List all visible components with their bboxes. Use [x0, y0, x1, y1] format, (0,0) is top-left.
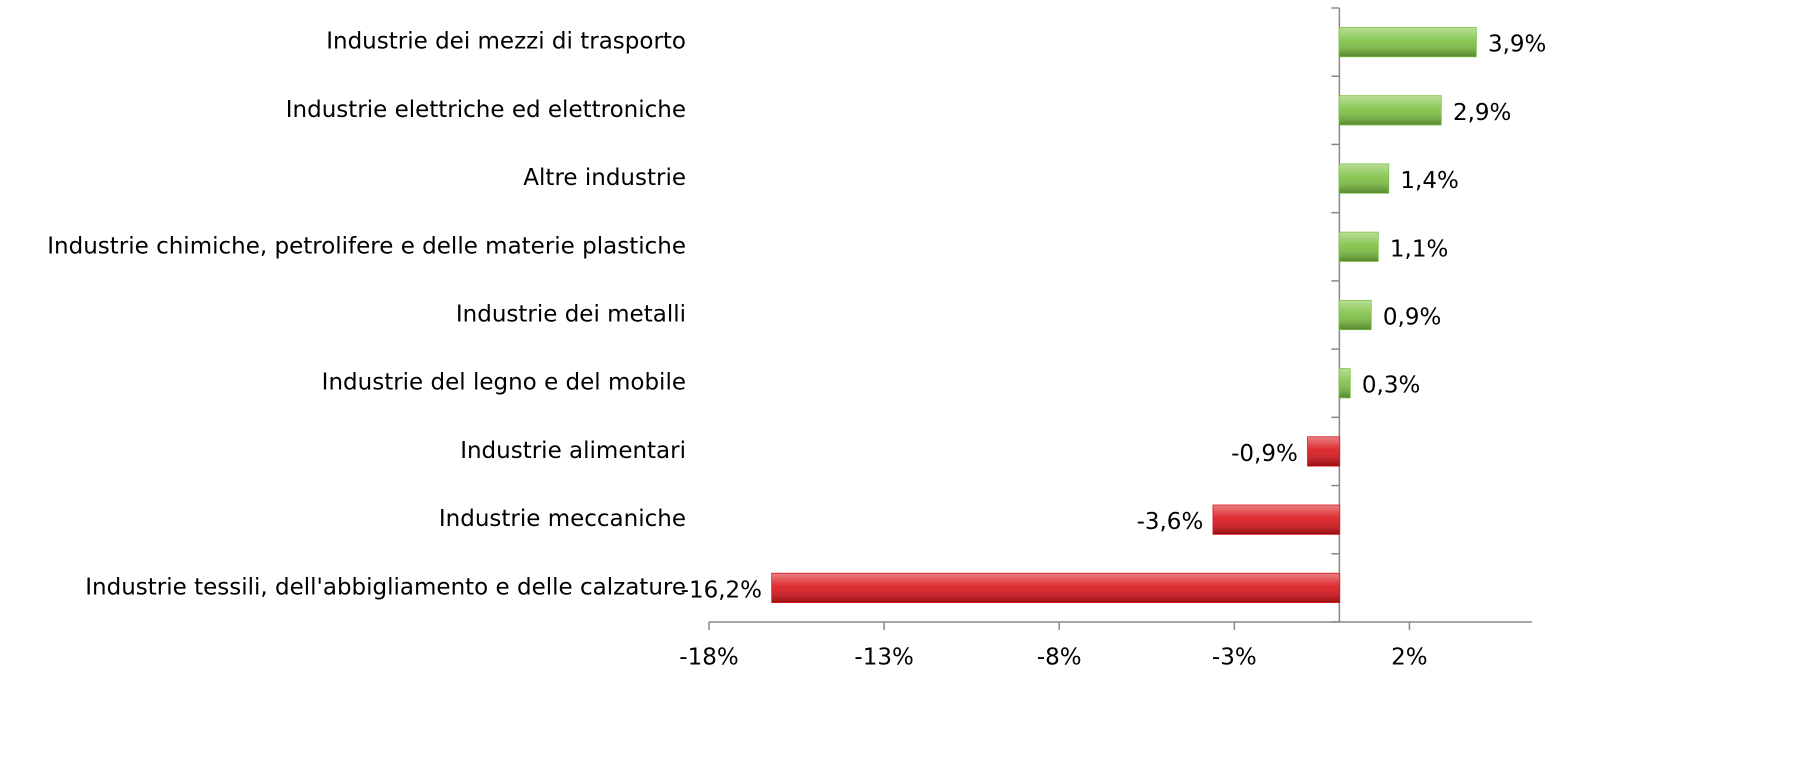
value-label: 0,3%: [1362, 373, 1420, 399]
x-tick-label: -18%: [679, 645, 738, 671]
category-label: Industrie chimiche, petrolifere e delle …: [47, 233, 686, 259]
category-label: Industrie dei metalli: [456, 302, 686, 328]
category-label: Industrie del legno e del mobile: [322, 370, 686, 396]
category-label: Industrie alimentari: [460, 438, 686, 464]
value-label: -3,6%: [1137, 509, 1204, 535]
bar-shine: [1339, 300, 1371, 330]
bar-shine: [772, 573, 1340, 603]
value-label: -16,2%: [681, 577, 762, 603]
category-label: Altre industrie: [523, 165, 686, 191]
category-label: Industrie tessili, dell'abbigliamento e …: [85, 574, 686, 600]
x-tick-label: -3%: [1212, 645, 1257, 671]
bar-shine: [1339, 368, 1350, 398]
bar-shine: [1307, 437, 1340, 466]
value-label: -0,9%: [1231, 441, 1298, 467]
bar-shine: [1339, 27, 1476, 57]
category-label: Industrie elettriche ed elettroniche: [286, 97, 686, 123]
value-label: 1,4%: [1400, 168, 1458, 194]
value-label: 1,1%: [1390, 236, 1448, 262]
x-tick-label: -13%: [854, 645, 913, 671]
x-tick-label: 2%: [1391, 645, 1428, 671]
value-label: 3,9%: [1488, 32, 1546, 58]
bar-shine: [1339, 96, 1441, 125]
x-tick-label: -8%: [1037, 645, 1082, 671]
bar-shine: [1339, 164, 1389, 193]
category-label: Industrie meccaniche: [439, 506, 686, 532]
bar-shine: [1339, 232, 1378, 262]
bar-shine: [1213, 505, 1340, 534]
value-label: 2,9%: [1453, 100, 1511, 126]
category-label: Industrie dei mezzi di trasporto: [326, 29, 686, 55]
value-label: 0,9%: [1383, 305, 1441, 331]
